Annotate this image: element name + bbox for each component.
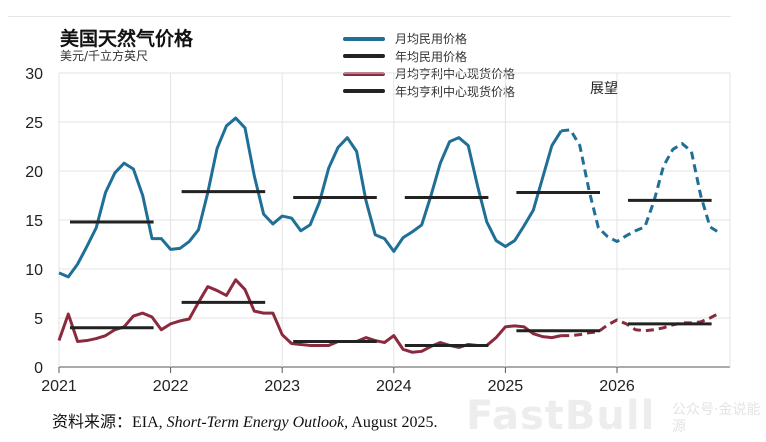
chart-title: 美国天然气价格: [60, 28, 194, 50]
legend-label: 月均亨利中心现货价格: [395, 67, 516, 82]
y-tick-label: 30: [25, 66, 43, 83]
source-suffix: August 2025.: [348, 414, 438, 431]
y-tick-label: 5: [34, 311, 43, 328]
legend-item: 年均亨利中心现货价格: [343, 83, 515, 101]
x-tick-label: 2022: [153, 378, 189, 395]
legend-swatch: [343, 54, 385, 59]
y-tick-label: 15: [25, 213, 43, 230]
legend-label: 月均民用价格: [395, 32, 468, 47]
x-tick-label: 2021: [41, 378, 77, 395]
series-line-forecast: [561, 128, 721, 244]
y-axis-unit: 美元/千立方英尺: [60, 49, 149, 63]
source-title: Short-Term Energy Outlook,: [166, 414, 349, 431]
x-tick-label: 2023: [264, 378, 300, 395]
y-tick-label: 25: [25, 115, 43, 132]
legend-swatch: [343, 89, 385, 94]
legend-item: 月均亨利中心现货价格: [343, 65, 515, 83]
y-tick-label: 0: [34, 360, 43, 377]
x-tick-label: 2026: [599, 378, 635, 395]
watermark: FastBull: [466, 393, 656, 439]
series-line-actual: [58, 116, 563, 279]
y-tick-label: 20: [25, 164, 43, 181]
watermark-sub: 公众号·金说能源: [672, 402, 761, 435]
outlook-label: 展望: [590, 81, 618, 97]
legend-label: 年均民用价格: [395, 49, 468, 64]
legend: 月均民用价格 年均民用价格 月均亨利中心现货价格 年均亨利中心现货价格: [343, 30, 515, 100]
legend-item: 年均民用价格: [343, 48, 515, 66]
legend-item: 月均民用价格: [343, 30, 515, 48]
source-note: 资料来源：EIA, Short-Term Energy Outlook, Aug…: [52, 408, 437, 432]
source-prefix: 资料来源：EIA,: [52, 414, 167, 431]
series-line-forecast: [561, 311, 720, 338]
legend-swatch: [343, 36, 385, 41]
x-tick-label: 2024: [376, 378, 412, 395]
x-tick-label: 2025: [488, 378, 524, 395]
top-divider: [8, 16, 731, 17]
legend-label: 年均亨利中心现货价格: [395, 84, 516, 99]
y-tick-label: 10: [25, 262, 43, 279]
legend-swatch: [343, 71, 385, 76]
